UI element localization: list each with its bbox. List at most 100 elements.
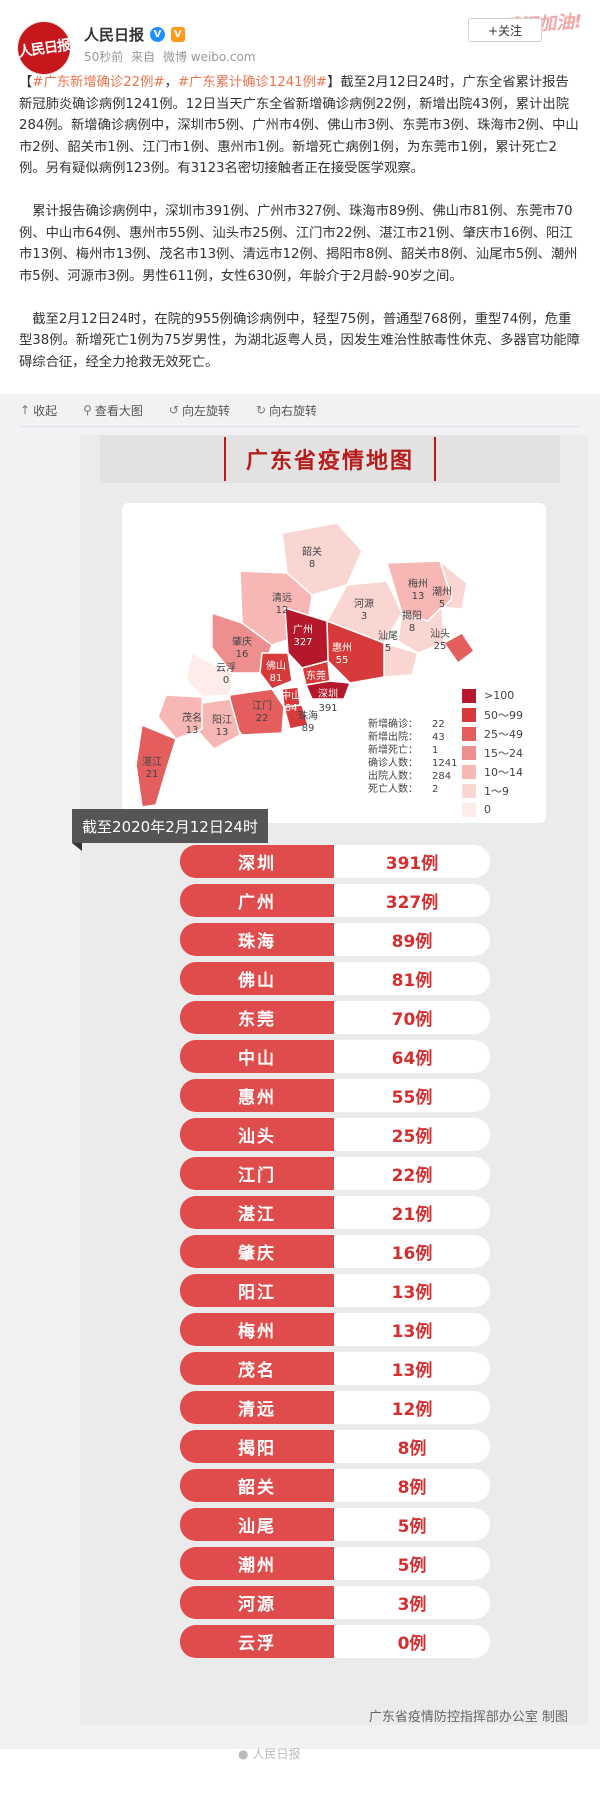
legend-row: 10～14 bbox=[462, 762, 523, 781]
region-shantou bbox=[442, 632, 476, 665]
avatar[interactable]: 人民日报 bbox=[17, 22, 71, 74]
city-name: 潮州 bbox=[180, 1547, 334, 1580]
map-label-count: 5 bbox=[439, 599, 445, 610]
stats-value: 1 bbox=[432, 745, 439, 756]
rotate-right-label: 向右旋转 bbox=[269, 403, 318, 418]
hashtag-link[interactable]: #广东累计确诊1241例# bbox=[177, 75, 328, 90]
legend-row: 15～24 bbox=[462, 743, 523, 762]
stats-row: 新增出院： 43 bbox=[368, 731, 457, 744]
post-paragraph-2: 累计报告确诊病例中，深圳市391例、广州市327例、珠海市89例、佛山市81例、… bbox=[19, 201, 581, 287]
post-time[interactable]: 50秒前 bbox=[84, 50, 124, 64]
watermark: ● 人民日报 bbox=[238, 1745, 301, 1762]
map-label-count: 8 bbox=[409, 623, 415, 634]
legend-label: 50～99 bbox=[484, 708, 523, 722]
watermark-text: 人民日报 bbox=[252, 1747, 301, 1761]
hashtag-link[interactable]: #广东新增确诊22例# bbox=[32, 75, 165, 90]
follow-button[interactable]: +关注 bbox=[468, 18, 542, 42]
city-row: 汕头 25例 bbox=[180, 1118, 490, 1151]
author-name[interactable]: 人民日报 bbox=[84, 26, 145, 44]
city-name: 云浮 bbox=[180, 1625, 334, 1658]
date-tag: 截至2020年2月12日24时 bbox=[72, 809, 268, 851]
city-name: 汕头 bbox=[180, 1118, 334, 1151]
image-credit: 广东省疫情防控指挥部办公室 制图 bbox=[368, 1710, 568, 1725]
map-label-count: 55 bbox=[336, 655, 349, 666]
city-count: 22例 bbox=[334, 1157, 490, 1190]
infographic: 广东省疫情地图 bbox=[72, 435, 588, 1725]
map-label-name: 潮州 bbox=[432, 585, 452, 598]
legend-label: 15～24 bbox=[484, 746, 523, 760]
city-count: 5例 bbox=[334, 1508, 490, 1541]
media-section: ↑ 收起 ⚲ 查看大图 ↺ 向左旋转 ↻ 向右旋转 广东省疫情地图 bbox=[0, 394, 600, 1761]
avatar-logo-text: 人民日报 bbox=[17, 37, 71, 61]
city-row: 湛江 21例 bbox=[180, 1196, 490, 1229]
post-image[interactable]: 广东省疫情地图 bbox=[0, 427, 600, 1761]
legend-label: 0 bbox=[484, 803, 491, 816]
city-name: 惠州 bbox=[180, 1079, 334, 1112]
map-label-count: 64 bbox=[285, 703, 298, 714]
city-count: 0例 bbox=[334, 1625, 490, 1658]
map-label-count: 3 bbox=[361, 611, 367, 622]
city-count: 327例 bbox=[334, 884, 490, 917]
map-label-name: 清远 bbox=[272, 591, 292, 604]
city-count: 8例 bbox=[334, 1469, 490, 1502]
map-label-count: 81 bbox=[270, 673, 283, 684]
map-label-count: 70 bbox=[328, 671, 341, 682]
map-label-name: 汕尾 bbox=[378, 630, 398, 642]
city-name: 清远 bbox=[180, 1391, 334, 1424]
post-paragraph-3: 截至2月12日24时，在院的955例确诊病例中，轻型75例，普通型768例，重型… bbox=[19, 309, 581, 374]
magnifier-icon: ⚲ bbox=[83, 403, 92, 417]
map-label-name: 汕头 bbox=[430, 628, 450, 640]
legend-swatch bbox=[462, 745, 476, 760]
map-label-count: 12 bbox=[276, 605, 289, 616]
legend-row: 50～99 bbox=[462, 705, 523, 724]
rotate-right-button[interactable]: ↻ 向右旋转 bbox=[256, 402, 317, 419]
city-row: 惠州 55例 bbox=[180, 1079, 490, 1112]
city-count: 391例 bbox=[334, 845, 490, 878]
weibo-icon: ● bbox=[238, 1746, 249, 1761]
city-name: 江门 bbox=[180, 1157, 334, 1190]
city-row: 梅州 13例 bbox=[180, 1313, 490, 1346]
city-row: 清远 12例 bbox=[180, 1391, 490, 1424]
city-name: 河源 bbox=[180, 1586, 334, 1619]
vip-icon: V bbox=[171, 27, 185, 42]
stats-row: 死亡人数： 2 bbox=[368, 783, 457, 796]
verified-icon: V bbox=[150, 27, 166, 42]
collapse-button[interactable]: ↑ 收起 bbox=[20, 402, 57, 419]
map-label-count: 22 bbox=[256, 713, 269, 724]
rotate-left-label: 向左旋转 bbox=[181, 403, 230, 418]
legend-row: 25～49 bbox=[462, 724, 523, 743]
city-row: 云浮 0例 bbox=[180, 1625, 490, 1658]
stats-key: 新增确诊： bbox=[368, 719, 418, 730]
city-row: 东莞 70例 bbox=[180, 1001, 490, 1034]
map-label-count: 0 bbox=[223, 675, 229, 686]
region-zhuhai bbox=[283, 704, 309, 730]
map-label-count: 13 bbox=[412, 591, 425, 602]
map-label-count: 327 bbox=[293, 637, 312, 648]
post-body: 【#广东新增确诊22例#，#广东累计确诊1241例#】截至2月12日24时，广东… bbox=[0, 72, 600, 373]
region-zhanjiang bbox=[135, 723, 177, 808]
legend-swatch bbox=[462, 802, 476, 817]
paragraph-text: 截至2月12日24时，在院的955例确诊病例中，轻型75例，普通型768例，重型… bbox=[19, 311, 580, 370]
stats-row: 出院人数： 284 bbox=[368, 770, 457, 783]
stats-value: 22 bbox=[432, 719, 445, 730]
media-toolbar: ↑ 收起 ⚲ 查看大图 ↺ 向左旋转 ↻ 向右旋转 bbox=[20, 394, 580, 427]
stats-key: 出院人数： bbox=[368, 771, 418, 782]
post-header: 人民日报 人民日报 V V 50秒前 来自 微博 weibo.com 武汉加油!… bbox=[0, 0, 600, 74]
map-label-name: 中山 bbox=[281, 689, 301, 702]
city-count: 81例 bbox=[334, 962, 490, 995]
city-count: 89例 bbox=[334, 923, 490, 956]
view-large-button[interactable]: ⚲ 查看大图 bbox=[83, 402, 143, 419]
map-label-name: 梅州 bbox=[408, 577, 428, 590]
city-name: 珠海 bbox=[180, 923, 334, 956]
map-label-name: 湛江 bbox=[142, 756, 162, 768]
city-ranking-table: 深圳 391例 广州 327例 珠海 89例 佛山 81例 东莞 70例 中山 64例 惠州 55例 汕头 2… bbox=[180, 845, 490, 1664]
map-label-name: 东莞 bbox=[306, 669, 326, 682]
city-name: 汕尾 bbox=[180, 1508, 334, 1541]
paragraph-text: 截至2月12日24时，广东全省累计报告新冠肺炎确诊病例1241例。12日当天广东… bbox=[19, 75, 579, 176]
legend-swatch bbox=[462, 764, 476, 779]
city-count: 13例 bbox=[334, 1274, 490, 1307]
map-label-name: 广州 bbox=[293, 624, 313, 636]
city-row: 阳江 13例 bbox=[180, 1274, 490, 1307]
post-source[interactable]: 微博 weibo.com bbox=[162, 50, 256, 64]
rotate-left-button[interactable]: ↺ 向左旋转 bbox=[169, 402, 230, 419]
